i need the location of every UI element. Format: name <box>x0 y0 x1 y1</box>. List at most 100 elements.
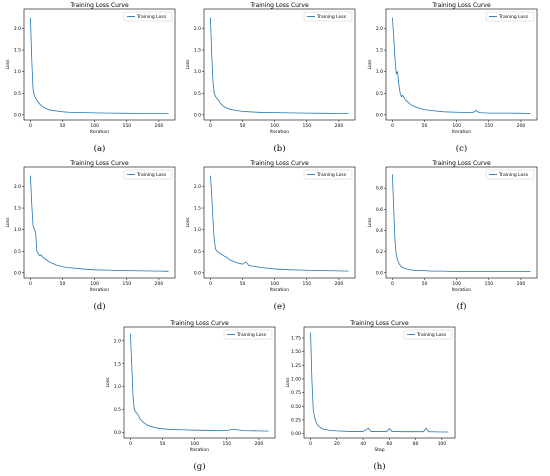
y-tick-label: 1.75 <box>291 336 301 342</box>
legend: Training Loss <box>123 11 173 22</box>
y-tick-label: 1.0 <box>14 69 21 75</box>
x-tick-label: 150 <box>303 123 312 129</box>
x-tick-label: 150 <box>123 281 132 287</box>
x-axis-label: Iteration <box>452 287 471 293</box>
x-tick-label: 80 <box>413 441 419 447</box>
x-tick-label: 0 <box>29 281 32 287</box>
chart-svg: Training Loss Curve 0 50 100 150 200 0.0 0.2 0.4… <box>367 160 538 312</box>
y-tick-label: 1.5 <box>194 206 201 212</box>
chart-panel-6: Training Loss Curve 0 50 100 150 200 0.0 0.2 0.4… <box>362 158 542 316</box>
legend-label: Training Loss <box>236 332 267 338</box>
plot-frame <box>385 8 538 121</box>
subfigure-label: (g) <box>193 461 205 472</box>
chart-title: Training Loss Curve <box>69 2 129 9</box>
x-tick-label: 200 <box>255 441 264 447</box>
x-tick-label: 150 <box>303 281 312 287</box>
legend: Training Loss <box>303 169 353 180</box>
subfigure-label: (d) <box>93 301 105 312</box>
chart-panel-4: Training Loss Curve 0 50 100 150 200 0.0 0.5 1.0… <box>0 158 180 316</box>
y-tick-label: 0.4 <box>376 228 383 234</box>
y-tick-label: 0.5 <box>114 407 121 413</box>
series-line-training-loss <box>130 333 269 432</box>
x-tick-label: 200 <box>155 123 164 129</box>
x-tick-label: 0 <box>391 123 394 129</box>
x-tick-label: 200 <box>155 281 164 287</box>
x-axis-label: Iteration <box>90 129 109 135</box>
subfigure-label: (h) <box>373 461 385 472</box>
subfigure-label: (b) <box>273 143 285 154</box>
y-tick-label: 0.0 <box>194 112 201 118</box>
y-tick-label: 1.5 <box>194 48 201 54</box>
x-tick-label: 100 <box>452 123 461 129</box>
y-tick-label: 1.5 <box>14 48 21 54</box>
x-axis-label: Iteration <box>270 129 289 135</box>
y-tick-label: 1.25 <box>291 363 301 369</box>
y-tick-label: 0.5 <box>376 91 383 97</box>
plot-frame <box>303 326 456 439</box>
y-tick-label: 0.2 <box>376 249 383 255</box>
x-tick-label: 0 <box>29 123 32 129</box>
y-tick-label: 0.75 <box>291 390 301 396</box>
y-tick-label: 2.0 <box>14 26 21 32</box>
x-tick-label: 0 <box>129 441 132 447</box>
x-tick-label: 100 <box>190 441 199 447</box>
y-tick-label: 1.0 <box>376 69 383 75</box>
y-axis-label: Loss <box>185 217 191 228</box>
x-tick-label: 50 <box>422 281 428 287</box>
legend-label: Training Loss <box>316 172 347 178</box>
x-axis-label: Iteration <box>90 287 109 293</box>
y-axis-label: Loss <box>367 217 373 228</box>
y-axis-label: Loss <box>5 217 11 228</box>
legend-label: Training Loss <box>136 14 167 20</box>
y-tick-label: 2.0 <box>376 26 383 32</box>
plot-frame <box>203 166 356 279</box>
x-tick-label: 100 <box>438 441 447 447</box>
plot-frame <box>385 166 538 279</box>
legend-box <box>485 169 535 180</box>
y-tick-label: 0.0 <box>14 270 21 276</box>
subfigure-label: (a) <box>94 143 106 154</box>
legend: Training Loss <box>223 329 273 340</box>
chart-title: Training Loss Curve <box>69 160 129 167</box>
series-line-training-loss <box>310 332 449 433</box>
legend: Training Loss <box>485 169 535 180</box>
y-tick-label: 2.0 <box>14 184 21 190</box>
chart-title: Training Loss Curve <box>249 2 309 9</box>
y-tick-label: 0.5 <box>14 249 21 255</box>
x-tick-label: 200 <box>517 123 526 129</box>
y-axis-label: Loss <box>285 377 291 388</box>
y-tick-label: 1.0 <box>114 384 121 390</box>
y-tick-label: 0.0 <box>194 270 201 276</box>
subfigure-label: (c) <box>456 143 467 154</box>
x-tick-label: 20 <box>334 441 340 447</box>
y-tick-label: 0.00 <box>291 431 301 437</box>
chart-panel-7: Training Loss Curve 0 50 100 150 200 0.0 0.5 1.0… <box>100 318 280 476</box>
x-tick-label: 150 <box>123 123 132 129</box>
chart-title: Training Loss Curve <box>169 320 229 327</box>
x-tick-label: 40 <box>360 441 366 447</box>
y-axis-label: Loss <box>105 377 111 388</box>
legend: Training Loss <box>123 169 173 180</box>
chart-panel-1: Training Loss Curve 0 50 100 150 200 0.0 0.5 1.0… <box>0 0 180 158</box>
y-tick-label: 1.0 <box>14 227 21 233</box>
series-line-training-loss <box>30 175 169 272</box>
x-tick-label: 100 <box>452 281 461 287</box>
chart-title: Training Loss Curve <box>431 2 491 9</box>
x-tick-label: 50 <box>240 281 246 287</box>
y-tick-label: 0.25 <box>291 418 301 424</box>
chart-svg: Training Loss Curve 0 50 100 150 200 0.0 0.5 1.0… <box>5 2 176 154</box>
y-tick-label: 1.00 <box>291 377 301 383</box>
subfigure-label: (e) <box>274 301 286 312</box>
y-tick-label: 2.0 <box>194 26 201 32</box>
chart-panel-5: Training Loss Curve 0 50 100 150 200 0.0 0.5 1.0… <box>180 158 360 316</box>
y-tick-label: 0.5 <box>194 249 201 255</box>
series-line-training-loss <box>392 174 531 273</box>
legend-box <box>123 169 173 180</box>
y-tick-label: 1.0 <box>194 69 201 75</box>
chart-svg: Training Loss Curve 0 50 100 150 200 0.0 0.5 1.0… <box>185 160 356 312</box>
y-tick-label: 0.50 <box>291 404 301 410</box>
series-line-training-loss <box>30 17 169 115</box>
x-axis-label: Step <box>374 447 384 453</box>
plot-frame <box>23 166 176 279</box>
x-tick-label: 50 <box>60 281 66 287</box>
